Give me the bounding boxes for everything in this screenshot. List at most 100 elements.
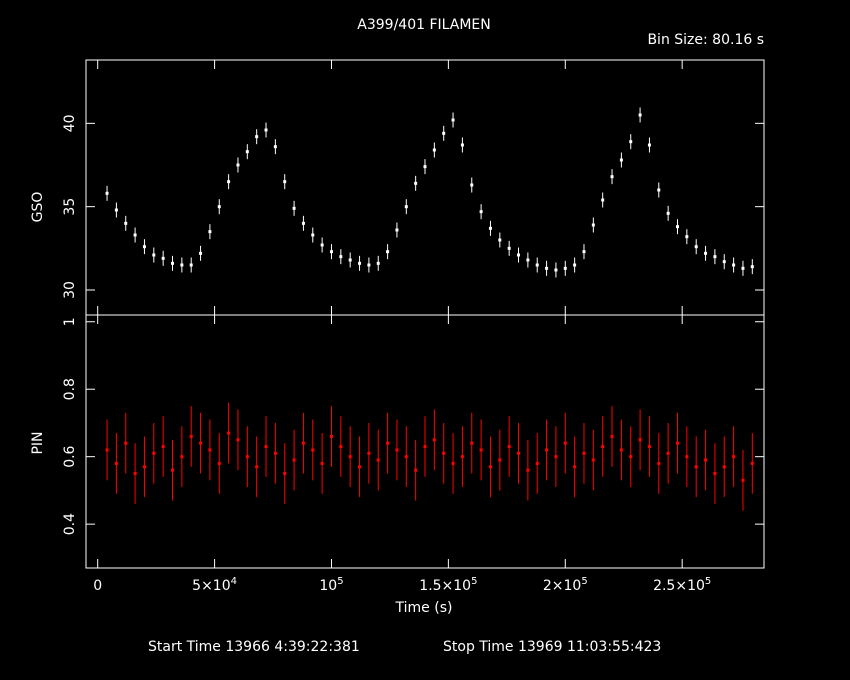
pin-data-point: [479, 448, 483, 452]
gso-data-point: [638, 113, 642, 117]
pin-data-point: [367, 451, 371, 455]
gso-data-point: [488, 226, 492, 230]
pin-data-point: [105, 448, 109, 452]
gso-data-point: [292, 206, 296, 210]
pin-data-point: [694, 465, 698, 469]
gso-data-point: [329, 250, 333, 254]
gso-data-point: [704, 251, 708, 255]
pin-data-point: [470, 441, 474, 445]
pin-data-point: [619, 448, 623, 452]
pin-data-point: [217, 461, 221, 465]
gso-data-point: [236, 163, 240, 167]
pin-data-point: [460, 455, 464, 459]
gso-data-point: [152, 253, 156, 257]
gso-data-point: [208, 230, 212, 234]
pin-data-point: [741, 478, 745, 482]
pin-y-ticks: 0.4 0.6 0.8 1: [62, 317, 764, 535]
pin-data-point: [657, 461, 661, 465]
gso-data-point: [685, 235, 689, 239]
pin-y-axis-label: PIN: [30, 431, 46, 454]
gso-data-point: [264, 128, 268, 132]
gso-data-point: [171, 261, 175, 265]
gso-data-point: [610, 175, 614, 179]
gso-data-point: [601, 198, 605, 202]
pin-data-point: [283, 472, 287, 476]
pin-data-point: [142, 465, 146, 469]
pin-data-point: [301, 441, 305, 445]
gso-data-point: [498, 238, 502, 242]
pin-data-point: [629, 455, 633, 459]
pin-data-point: [236, 438, 240, 442]
gso-data-point: [339, 255, 343, 259]
pin-data-point: [133, 472, 137, 476]
pin-y-tick-label: 1: [62, 317, 78, 326]
gso-data-point: [114, 208, 118, 212]
gso-data-point: [348, 258, 352, 262]
gso-data-point: [591, 223, 595, 227]
x-tick-label: 105: [319, 576, 343, 594]
pin-data-point: [442, 451, 446, 455]
pin-data-point: [414, 468, 418, 472]
gso-data-point: [479, 210, 483, 214]
pin-data-point: [423, 445, 427, 449]
gso-data-point: [460, 143, 464, 147]
gso-data-point: [535, 263, 539, 267]
gso-data-point: [376, 261, 380, 265]
pin-data-point: [180, 455, 184, 459]
pin-data-point: [273, 451, 277, 455]
pin-data-point: [264, 445, 268, 449]
pin-panel-frame: [85, 314, 765, 569]
pin-data-point: [713, 472, 717, 476]
gso-data-point: [273, 145, 277, 149]
gso-data-point: [442, 131, 446, 135]
pin-x-ticks: 0 5×104 105 1.5×105 2×105 2.5×105: [93, 315, 711, 594]
pin-data-point: [386, 441, 390, 445]
pin-data-point: [189, 434, 193, 438]
gso-data-point: [722, 260, 726, 264]
pin-data-point: [582, 451, 586, 455]
gso-data-point: [227, 180, 231, 184]
gso-x-ticks: [97, 60, 683, 315]
pin-data-point: [591, 458, 595, 462]
pin-data-point: [732, 455, 736, 459]
gso-panel-frame: [85, 59, 765, 316]
gso-data-point: [432, 148, 436, 152]
pin-data-point: [545, 448, 549, 452]
pin-data-point: [563, 441, 567, 445]
gso-data-point: [133, 233, 137, 237]
gso-y-ticks: 30 35 40: [62, 114, 764, 299]
stop-time-label: Stop Time 13969 11:03:55:423: [443, 639, 661, 655]
gso-data-point: [180, 263, 184, 267]
pin-data-point: [320, 461, 324, 465]
pin-data-point: [601, 445, 605, 449]
gso-data-point: [694, 245, 698, 249]
gso-data-point: [563, 266, 567, 270]
x-tick-label: 1.5×105: [419, 576, 477, 594]
gso-data-point: [657, 188, 661, 192]
pin-data-point: [329, 434, 333, 438]
start-time-label: Start Time 13966 4:39:22:381: [148, 639, 360, 655]
gso-y-tick-label: 30: [62, 281, 78, 299]
pin-data-point: [498, 458, 502, 462]
x-tick-label: 5×104: [192, 576, 237, 594]
gso-data-point: [255, 135, 259, 139]
pin-data-point: [171, 468, 175, 472]
gso-data-point: [573, 263, 577, 267]
pin-data-point: [535, 461, 539, 465]
gso-data-point: [451, 118, 455, 122]
pin-data-point: [199, 441, 203, 445]
gso-data-point: [367, 263, 371, 267]
pin-data-point: [311, 448, 315, 452]
gso-data-point: [526, 258, 530, 262]
gso-data-point: [647, 143, 651, 147]
pin-data-point: [114, 461, 118, 465]
pin-data-point: [292, 458, 296, 462]
gso-data-point: [404, 205, 408, 209]
gso-data-point: [554, 268, 558, 272]
pin-data-point: [507, 445, 511, 449]
gso-data-point: [582, 250, 586, 254]
x-tick-label: 2×105: [543, 576, 588, 594]
pin-data-point: [376, 458, 380, 462]
gso-panel: GSO 30 35 40: [30, 59, 765, 316]
pin-data-point: [647, 445, 651, 449]
